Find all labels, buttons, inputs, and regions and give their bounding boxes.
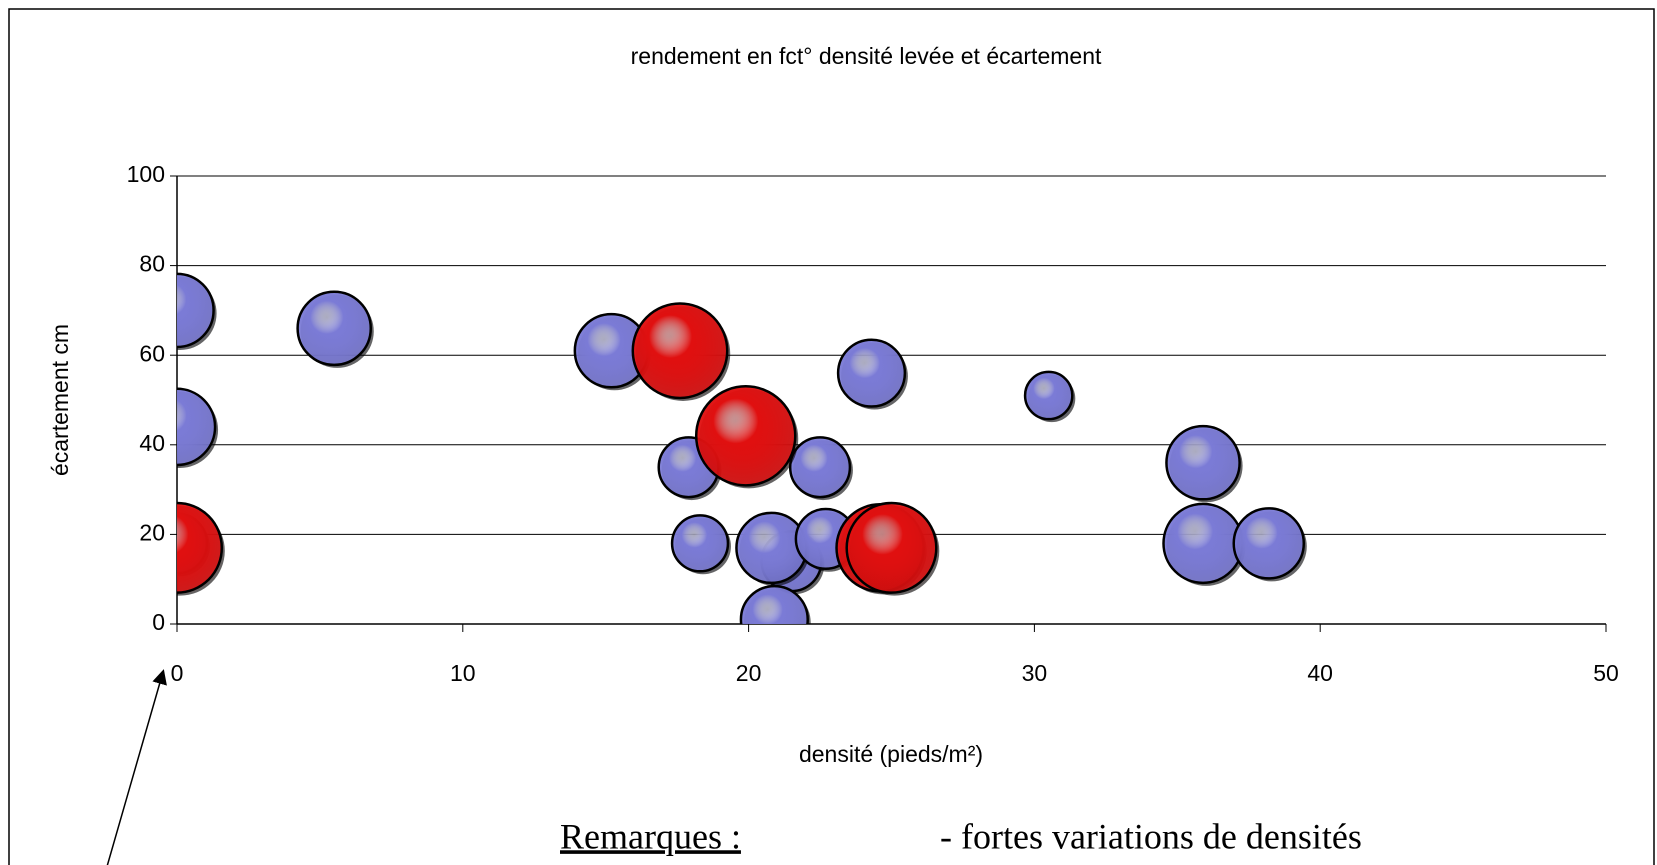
frame <box>8 8 1655 865</box>
y-axis-label: écartement cm <box>47 324 73 476</box>
x-tick-label: 10 <box>450 660 476 686</box>
y-tick-label: 0 <box>152 609 165 635</box>
y-tick-label: 60 <box>139 340 165 366</box>
bubble <box>177 272 215 349</box>
y-tick-label: 20 <box>139 519 165 545</box>
y-tick-label: 40 <box>139 430 165 456</box>
chart-title: rendement en fct° densité levée et écart… <box>631 43 1102 69</box>
bubble <box>1162 502 1244 585</box>
bubble <box>1165 424 1241 501</box>
bubble <box>836 338 907 408</box>
bubbles <box>177 272 1307 624</box>
remark-heading: Remarques : <box>560 816 741 856</box>
bubble <box>670 514 730 573</box>
bubble <box>694 385 797 487</box>
bubble <box>631 302 729 400</box>
bubble <box>845 501 938 594</box>
x-tick-label: 0 <box>171 660 184 686</box>
bubble <box>1023 370 1074 421</box>
x-tick-label: 40 <box>1307 660 1333 686</box>
bubble <box>739 584 809 624</box>
x-axis-label: densité (pieds/m²) <box>799 741 983 767</box>
bubble <box>177 501 224 594</box>
x-tick-label: 50 <box>1593 660 1619 686</box>
remark-text: - fortes variations de densités <box>940 816 1362 856</box>
x-tick-label: 20 <box>736 660 762 686</box>
y-tick-label: 80 <box>139 251 165 277</box>
bubble <box>788 436 852 499</box>
arrow <box>106 669 167 865</box>
bubble <box>1232 507 1306 580</box>
bubble <box>177 387 217 467</box>
bubble <box>296 290 373 367</box>
y-tick-label: 100 <box>127 161 165 187</box>
x-tick-label: 30 <box>1022 660 1048 686</box>
